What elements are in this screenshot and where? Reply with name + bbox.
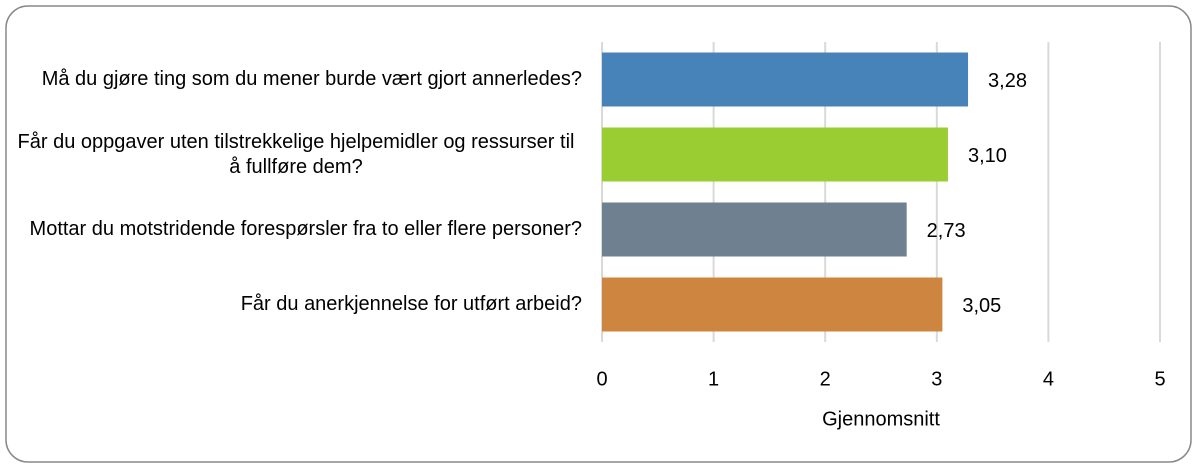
x-tick-label: 0 [596,368,607,390]
data-label: 3,05 [962,295,1001,317]
x-tick-label: 2 [820,368,831,390]
data-label: 3,28 [988,70,1027,92]
y-tick-label: Mottar du motstridende forespørsler fra … [10,192,582,267]
data-label: 3,10 [968,145,1007,167]
bar [602,277,943,332]
x-axis-label: Gjennomsnitt [822,408,940,430]
y-tick-label: Må du gjøre ting som du mener burde vært… [10,42,582,117]
category-text: Får du anerkjennelse for utført arbeid? [240,293,582,315]
x-tick-label: 1 [708,368,719,390]
x-tick-label: 4 [1043,368,1054,390]
y-tick-label: Får du anerkjennelse for utført arbeid? [10,267,582,342]
category-text: Mottar du motstridende forespørsler fra … [29,218,582,240]
category-text: Må du gjøre ting som du mener burde vært… [41,68,582,90]
bar [602,52,969,107]
data-label: 2,73 [927,220,966,242]
bar [602,202,907,257]
y-tick-label: Får du oppgaver uten tilstrekkelige hjel… [10,117,582,192]
x-tick-label: 5 [1154,368,1165,390]
chart-border [5,5,1192,463]
category-text: Får du oppgaver uten tilstrekkelige hjel… [17,130,575,178]
x-tick-label: 3 [931,368,942,390]
bar [602,127,948,182]
